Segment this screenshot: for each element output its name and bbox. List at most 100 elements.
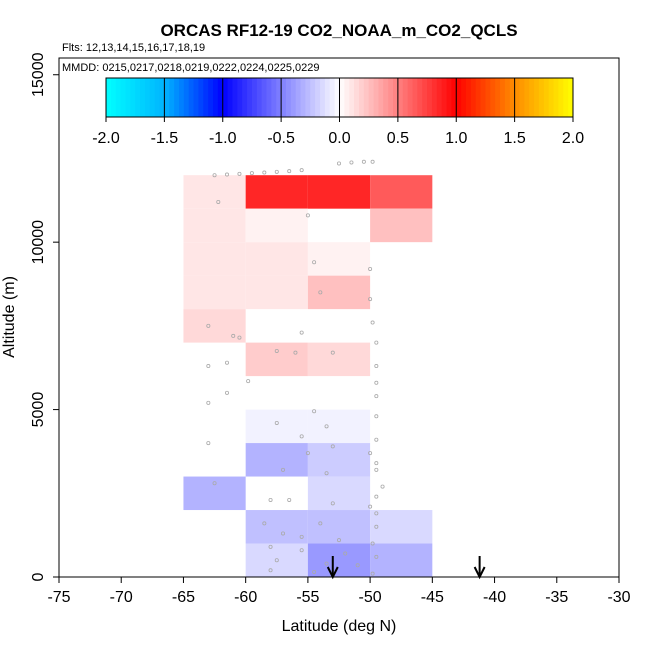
colorbar-swatch [242,78,248,117]
colorbar-swatch [470,78,477,117]
colorbar-swatch [140,78,146,117]
colorbar-swatch [281,78,287,117]
heatmap-cell [307,175,371,209]
heatmap-cell [183,275,246,310]
sample-point [318,521,323,526]
sample-point [374,467,379,472]
colorbar-tick-label: -1.5 [151,130,179,147]
colorbar-swatch [198,78,204,117]
colorbar-swatch [130,78,136,117]
sample-point [361,159,366,164]
sample-point [370,571,375,576]
colorbar-swatch [193,78,199,117]
colorbar-swatch [320,78,326,117]
colorbar-swatch [402,78,409,117]
colorbar-swatch [315,78,321,117]
sample-point [343,551,348,556]
sample-point [374,524,379,529]
colorbar-tick-label: -1.0 [209,130,237,147]
colorbar-swatch [563,78,569,117]
sample-point [206,400,211,405]
colorbar-swatch [135,78,141,117]
sample-point [312,569,317,574]
y-tick-label: 15000 [30,52,47,97]
colorbar-swatch [373,78,379,117]
x-tick-label: -70 [110,589,133,606]
sample-point [355,563,360,568]
sample-point [374,494,379,499]
sample-point [268,544,273,549]
colorbar-swatch [237,78,243,117]
colorbar-swatch [310,78,316,117]
colorbar-swatch [305,78,311,117]
sample-point [368,451,373,456]
sample-point [330,501,335,506]
colorbar-swatch [178,78,185,117]
colorbar-swatch [339,78,345,117]
sample-point [330,444,335,449]
colorbar-swatch [519,78,525,117]
colorbar-tick-label: -2.0 [92,130,120,147]
heatmap-cell [307,242,371,276]
sample-point [318,290,323,295]
sample-point [280,531,285,536]
colorbar-tick-label: 0.5 [387,130,409,147]
heatmap-cell [307,409,371,444]
colorbar-swatch [524,78,530,117]
colorbar-swatch [446,78,452,117]
sample-point [268,497,273,502]
sample-point [224,360,229,365]
sample-point [262,170,267,175]
sample-point [374,461,379,466]
sample-point [374,380,379,385]
colorbar-swatch [251,78,258,117]
colorbar-swatch [436,78,443,117]
colorbar-swatch [213,78,219,117]
heatmap-cell [307,476,371,511]
sample-point [206,323,211,328]
colorbar-swatch [208,78,214,117]
colorbar-swatch [485,78,491,117]
colorbar-swatch [500,78,506,117]
colorbar-swatch [451,78,457,117]
x-tick-label: -65 [172,589,195,606]
heatmap-cell [245,208,308,243]
colorbar-swatch [344,78,350,117]
heatmap-cell [370,510,433,544]
colorbar-swatch [456,78,462,117]
heatmap-cell [245,242,308,276]
sample-point [268,568,273,573]
colorbar-swatch [115,78,122,117]
colorbar-swatch [159,78,165,117]
sample-point [287,169,292,174]
colorbar-swatch [475,78,482,117]
colorbar-swatch [334,78,340,117]
sample-point [374,437,379,442]
colorbar-swatch [222,78,229,117]
x-axis-label: Latitude (deg N) [282,618,397,635]
sample-point [368,266,373,271]
colorbar-swatch [363,78,370,117]
heatmap-cell [307,443,371,477]
colorbar-swatch [232,78,238,117]
colorbar-swatch [106,78,112,117]
heatmap-cell [245,342,308,377]
colorbar-swatch [174,78,180,117]
sample-point [237,171,242,176]
colorbar-swatch [154,78,161,117]
sample-point [274,558,279,563]
sample-point [330,350,335,355]
colorbar-swatch [295,78,302,117]
colorbar-swatch [514,78,520,117]
sample-point [370,159,375,164]
colorbar-swatch [558,78,564,117]
colorbar-swatch [227,78,233,117]
y-tick-label: 10000 [30,220,47,265]
sample-point [237,335,242,340]
colorbar-swatch [164,78,170,117]
heatmap-cell [307,510,371,544]
sample-point [249,171,254,176]
sample-point [305,213,310,218]
colorbar-swatch [217,78,224,117]
